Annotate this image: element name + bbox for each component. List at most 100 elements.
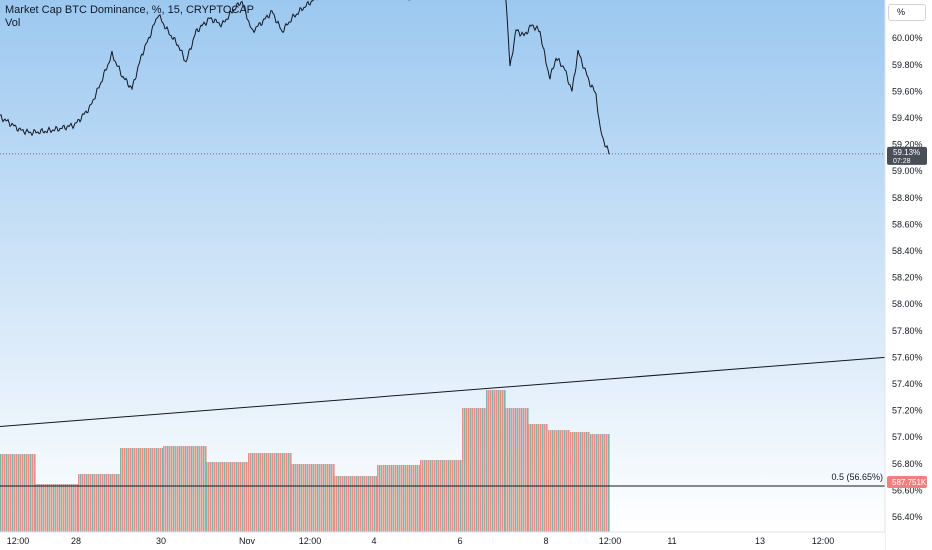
volume-bar xyxy=(185,446,187,532)
trendline xyxy=(0,356,886,428)
volume-bar xyxy=(77,484,79,532)
volume-bar xyxy=(189,446,191,532)
y-tick-label: 57.00% xyxy=(892,432,923,442)
volume-bar xyxy=(327,464,329,532)
volume-bar xyxy=(203,446,205,532)
volume-bar xyxy=(346,476,348,532)
volume-bar xyxy=(120,448,122,532)
volume-bar xyxy=(106,474,108,532)
volume-bar xyxy=(576,432,578,532)
volume-bar xyxy=(552,430,554,532)
volume-bar xyxy=(458,460,460,532)
volume-bar xyxy=(507,408,509,532)
volume-bar xyxy=(2,454,4,532)
volume-bar xyxy=(415,465,417,532)
volume-bar xyxy=(596,434,598,532)
volume-bar xyxy=(206,462,208,532)
volume-bar xyxy=(509,408,511,532)
volume-bar xyxy=(94,474,96,532)
volume-bar xyxy=(224,462,226,532)
volume-bar xyxy=(523,408,525,532)
volume-bar xyxy=(558,430,560,532)
volume-bar xyxy=(258,453,260,532)
legend-symbol-line[interactable]: Market Cap BTC Dominance, %, 15, CRYPTOC… xyxy=(5,4,255,16)
y-tick-label: 58.40% xyxy=(892,246,923,256)
volume-bar xyxy=(295,464,297,532)
volume-bar xyxy=(303,464,305,532)
y-tick-label: 59.40% xyxy=(892,113,923,123)
volume-bar xyxy=(140,448,142,532)
volume-bar xyxy=(12,454,14,532)
volume-bar xyxy=(546,424,548,532)
last-price-tag xyxy=(887,146,927,165)
y-tick-label: 57.40% xyxy=(892,379,923,389)
volume-bar xyxy=(511,408,513,532)
y-tick-label: 58.00% xyxy=(892,299,923,309)
volume-bar xyxy=(560,430,562,532)
volume-bar xyxy=(434,460,436,532)
volume-bar xyxy=(407,465,409,532)
volume-bar xyxy=(430,460,432,532)
volume-bar xyxy=(165,446,167,532)
volume-bar xyxy=(403,465,405,532)
x-tick-label: 4 xyxy=(371,536,376,546)
volume-bar xyxy=(383,465,385,532)
volume-bar xyxy=(490,390,492,532)
volume-bar xyxy=(432,460,434,532)
volume-bar xyxy=(278,453,280,532)
volume-bar xyxy=(177,446,179,532)
x-tick-label: 11 xyxy=(667,536,676,546)
volume-bar xyxy=(6,454,8,532)
volume-bar xyxy=(69,484,71,532)
volume-bar xyxy=(344,476,346,532)
volume-bar xyxy=(96,474,98,532)
volume-bar xyxy=(488,390,490,532)
volume-bar xyxy=(22,454,24,532)
volume-bar xyxy=(57,484,59,532)
volume-bar xyxy=(317,464,319,532)
volume-bar xyxy=(246,462,248,532)
volume-bar xyxy=(305,464,307,532)
volume-bar xyxy=(205,446,207,532)
volume-bar xyxy=(230,462,232,532)
volume-bar xyxy=(156,448,158,532)
volume-bar xyxy=(574,432,576,532)
scale-mode-button[interactable]: % xyxy=(888,4,926,21)
volume-bar xyxy=(0,454,2,532)
volume-bar xyxy=(588,432,590,532)
volume-bar xyxy=(401,465,403,532)
volume-bar xyxy=(71,484,73,532)
volume-bar xyxy=(462,408,464,532)
volume-bar xyxy=(30,454,32,532)
volume-bar xyxy=(128,448,130,532)
price-axis-panel xyxy=(885,0,932,550)
volume-bar xyxy=(352,476,354,532)
volume-bar xyxy=(16,454,18,532)
volume-bar xyxy=(366,476,368,532)
volume-bar xyxy=(358,476,360,532)
volume-bar xyxy=(90,474,92,532)
x-tick-label: 8 xyxy=(543,536,548,546)
volume-bar xyxy=(578,432,580,532)
volume-bar xyxy=(315,464,317,532)
volume-bar xyxy=(494,390,496,532)
volume-bar xyxy=(374,476,376,532)
volume-bar xyxy=(282,453,284,532)
volume-bar xyxy=(456,460,458,532)
volume-bar xyxy=(521,408,523,532)
volume-bar xyxy=(10,454,12,532)
volume-bar xyxy=(548,430,550,532)
volume-bar xyxy=(338,476,340,532)
volume-bar xyxy=(379,465,381,532)
volume-bar xyxy=(419,465,421,532)
volume-bar xyxy=(594,434,596,532)
legend-volume-label[interactable]: Vol xyxy=(5,17,21,29)
volume-bar xyxy=(108,474,110,532)
volume-bar xyxy=(197,446,199,532)
volume-bar xyxy=(377,465,379,532)
volume-bar xyxy=(75,484,77,532)
volume-bar xyxy=(236,462,238,532)
volume-bar xyxy=(212,462,214,532)
